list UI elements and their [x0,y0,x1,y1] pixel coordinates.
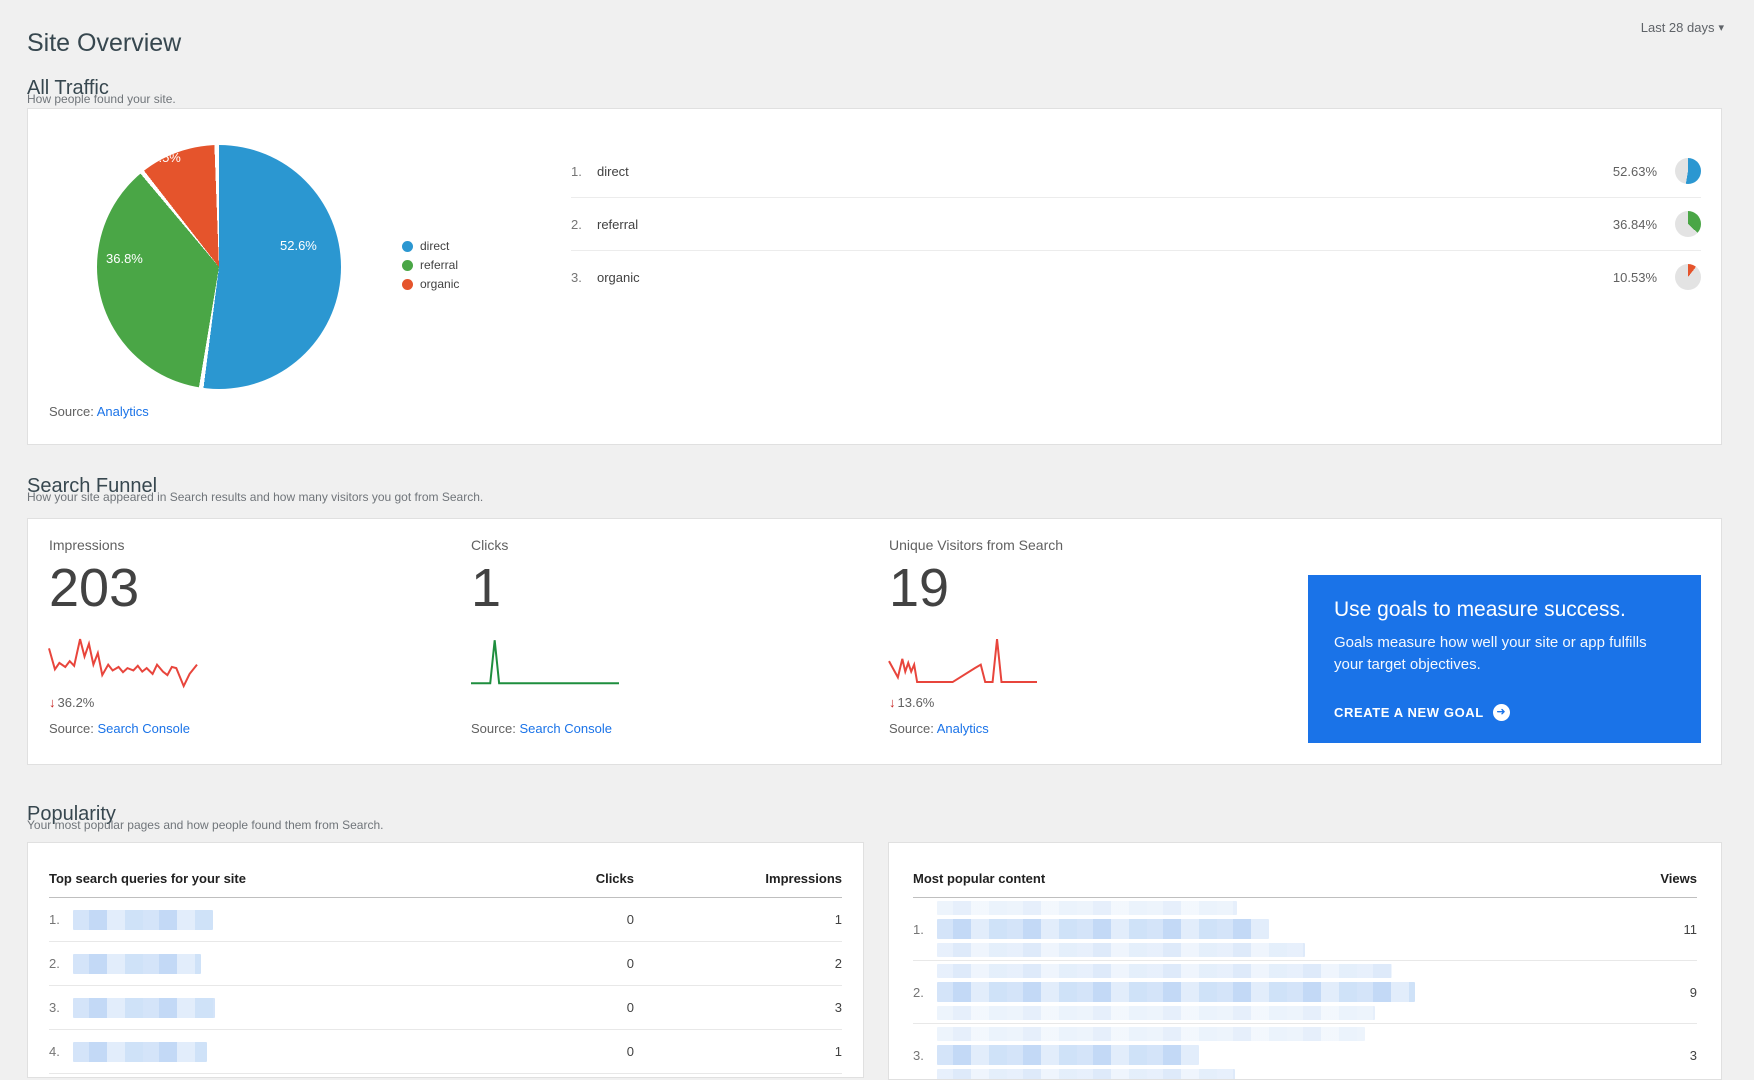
content-table-header: Most popular content Views [913,859,1697,898]
row-rank: 3. [571,269,582,285]
clicks-sparkline [471,631,619,689]
metric-source: Source: Analytics [889,721,989,736]
row-label: organic [597,269,640,285]
popularity-heading: Popularity [27,802,116,825]
search-funnel-card: Impressions 203 ↓ 36.2% Source: Search C… [27,518,1722,765]
table-row: 1. 0 1 [49,898,842,942]
search-funnel-heading: Search Funnel [27,474,158,497]
traffic-source-list: 1. direct 52.63% 2. referral 36.84% 3. o… [571,145,1701,303]
traffic-row: 1. direct 52.63% [571,145,1701,198]
traffic-pie-chart: 52.6% 36.8% 10.5% [97,145,341,389]
metric-value: 19 [889,558,950,618]
pie-label-referral: 36.8% [106,251,143,266]
mini-pie-icon [1675,158,1701,184]
popularity-subheading: Your most popular pages and how people f… [27,818,384,832]
table-row: 2. 9 [913,961,1697,1024]
col-title: Top search queries for your site [49,870,246,886]
table-row: 2. 0 2 [49,942,842,986]
goal-card-body: Goals measure how well your site or app … [1334,634,1647,673]
search-console-link[interactable]: Search Console [97,721,190,736]
all-traffic-subheading: How people found your site. [27,92,176,106]
redacted-content [937,1027,1365,1079]
redacted-content [937,901,1305,957]
pie-label-organic: 10.5% [144,150,181,165]
mini-pie-icon [1675,264,1701,290]
traffic-source-line: Source: Analytics [49,404,149,419]
goal-card-title: Use goals to measure success. [1334,598,1626,621]
queries-table: Top search queries for your site Clicks … [49,859,842,1074]
row-rank: 2. [571,216,582,232]
search-funnel-subheading: How your site appeared in Search results… [27,490,484,504]
legend-dot-direct [402,240,413,252]
queries-table-header: Top search queries for your site Clicks … [49,859,842,898]
redacted-query [73,1041,207,1062]
mini-pie-icon [1675,211,1701,237]
redacted-content [937,964,1415,1020]
redacted-query [73,909,213,930]
most-popular-content-card: Most popular content Views 1. 11 2. 9 [888,842,1722,1080]
date-range-selector[interactable]: Last 28 days ▾ [1641,20,1724,35]
down-arrow-icon: ↓ [49,695,56,710]
legend-item-direct: direct [402,239,459,253]
col-title: Most popular content [913,870,1046,886]
metric-label: Clicks [471,537,509,553]
row-label: direct [597,163,629,179]
table-row: 3. 0 3 [49,986,842,1030]
row-percent: 52.63% [1612,163,1657,179]
legend-label: referral [420,258,459,272]
unique-visitors-sparkline [889,631,1037,689]
table-row: 3. 3 [913,1024,1697,1079]
col-views: Views [1660,870,1697,886]
redacted-query [73,953,201,974]
analytics-link[interactable]: Analytics [936,721,989,736]
table-row: 1. 11 [913,898,1697,961]
all-traffic-heading: All Traffic [27,76,109,99]
content-table: Most popular content Views 1. 11 2. 9 [913,859,1697,1079]
legend-item-organic: organic [402,277,459,291]
create-new-goal-button[interactable]: CREATE A NEW GOAL ➜ [1334,704,1510,721]
source-label: Source: [471,721,516,736]
down-arrow-icon: ↓ [889,695,896,710]
traffic-row: 3. organic 10.53% [571,251,1701,303]
metric-value: 1 [471,558,502,618]
table-row: 4. 0 1 [49,1030,842,1074]
all-traffic-card: 52.6% 36.8% 10.5% direct referral organi… [27,108,1722,445]
pie-label-direct: 52.6% [280,238,317,253]
col-clicks: Clicks [595,870,634,886]
source-label: Source: [889,721,934,736]
analytics-link[interactable]: Analytics [96,404,149,419]
metric-source: Source: Search Console [471,721,612,736]
date-range-label: Last 28 days [1640,20,1715,35]
source-label: Source: [49,404,94,419]
metric-delta: ↓ 36.2% [49,695,95,710]
legend-dot-referral [402,259,413,271]
row-label: referral [597,216,639,232]
arrow-circle-icon: ➜ [1492,704,1510,721]
metric-label: Impressions [49,537,125,553]
pie-legend: direct referral organic [402,239,459,291]
metric-value: 203 [49,558,140,618]
top-search-queries-card: Top search queries for your site Clicks … [27,842,864,1078]
row-percent: 10.53% [1612,269,1657,285]
redacted-query [73,997,215,1018]
impressions-sparkline [49,631,197,689]
row-percent: 36.84% [1612,216,1657,232]
row-rank: 1. [571,163,582,179]
chevron-down-icon: ▾ [1718,22,1724,34]
legend-dot-organic [402,278,413,290]
source-label: Source: [49,721,94,736]
metric-label: Unique Visitors from Search [889,537,1064,553]
search-console-link[interactable]: Search Console [519,721,612,736]
legend-label: organic [420,277,460,291]
traffic-row: 2. referral 36.84% [571,198,1701,251]
col-impressions: Impressions [765,870,842,886]
page-title: Site Overview [27,28,182,57]
goal-promo-card: Use goals to measure success. Goals meas… [1308,575,1701,743]
metric-delta: ↓ 13.6% [889,695,935,710]
legend-label: direct [420,239,450,253]
legend-item-referral: referral [402,258,459,272]
metric-source: Source: Search Console [49,721,190,736]
